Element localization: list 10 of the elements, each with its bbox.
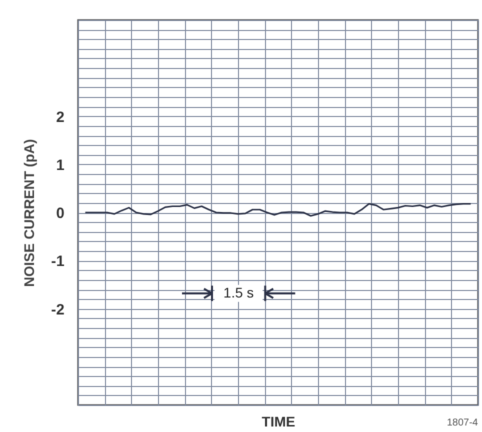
x-axis-title: TIME xyxy=(262,414,296,430)
y-tick-label: 2 xyxy=(56,108,64,126)
y-tick-label: 1 xyxy=(56,156,64,174)
annotation: 1.5 s xyxy=(223,284,254,300)
y-tick-label: 0 xyxy=(56,205,64,222)
y-axis-title: NOISE CURRENT (pA) xyxy=(21,139,38,287)
line-series xyxy=(84,203,472,217)
y-tick-label: -2 xyxy=(51,301,64,318)
y-tick-label: -1 xyxy=(51,253,64,270)
text: 1807-4 xyxy=(446,417,478,428)
